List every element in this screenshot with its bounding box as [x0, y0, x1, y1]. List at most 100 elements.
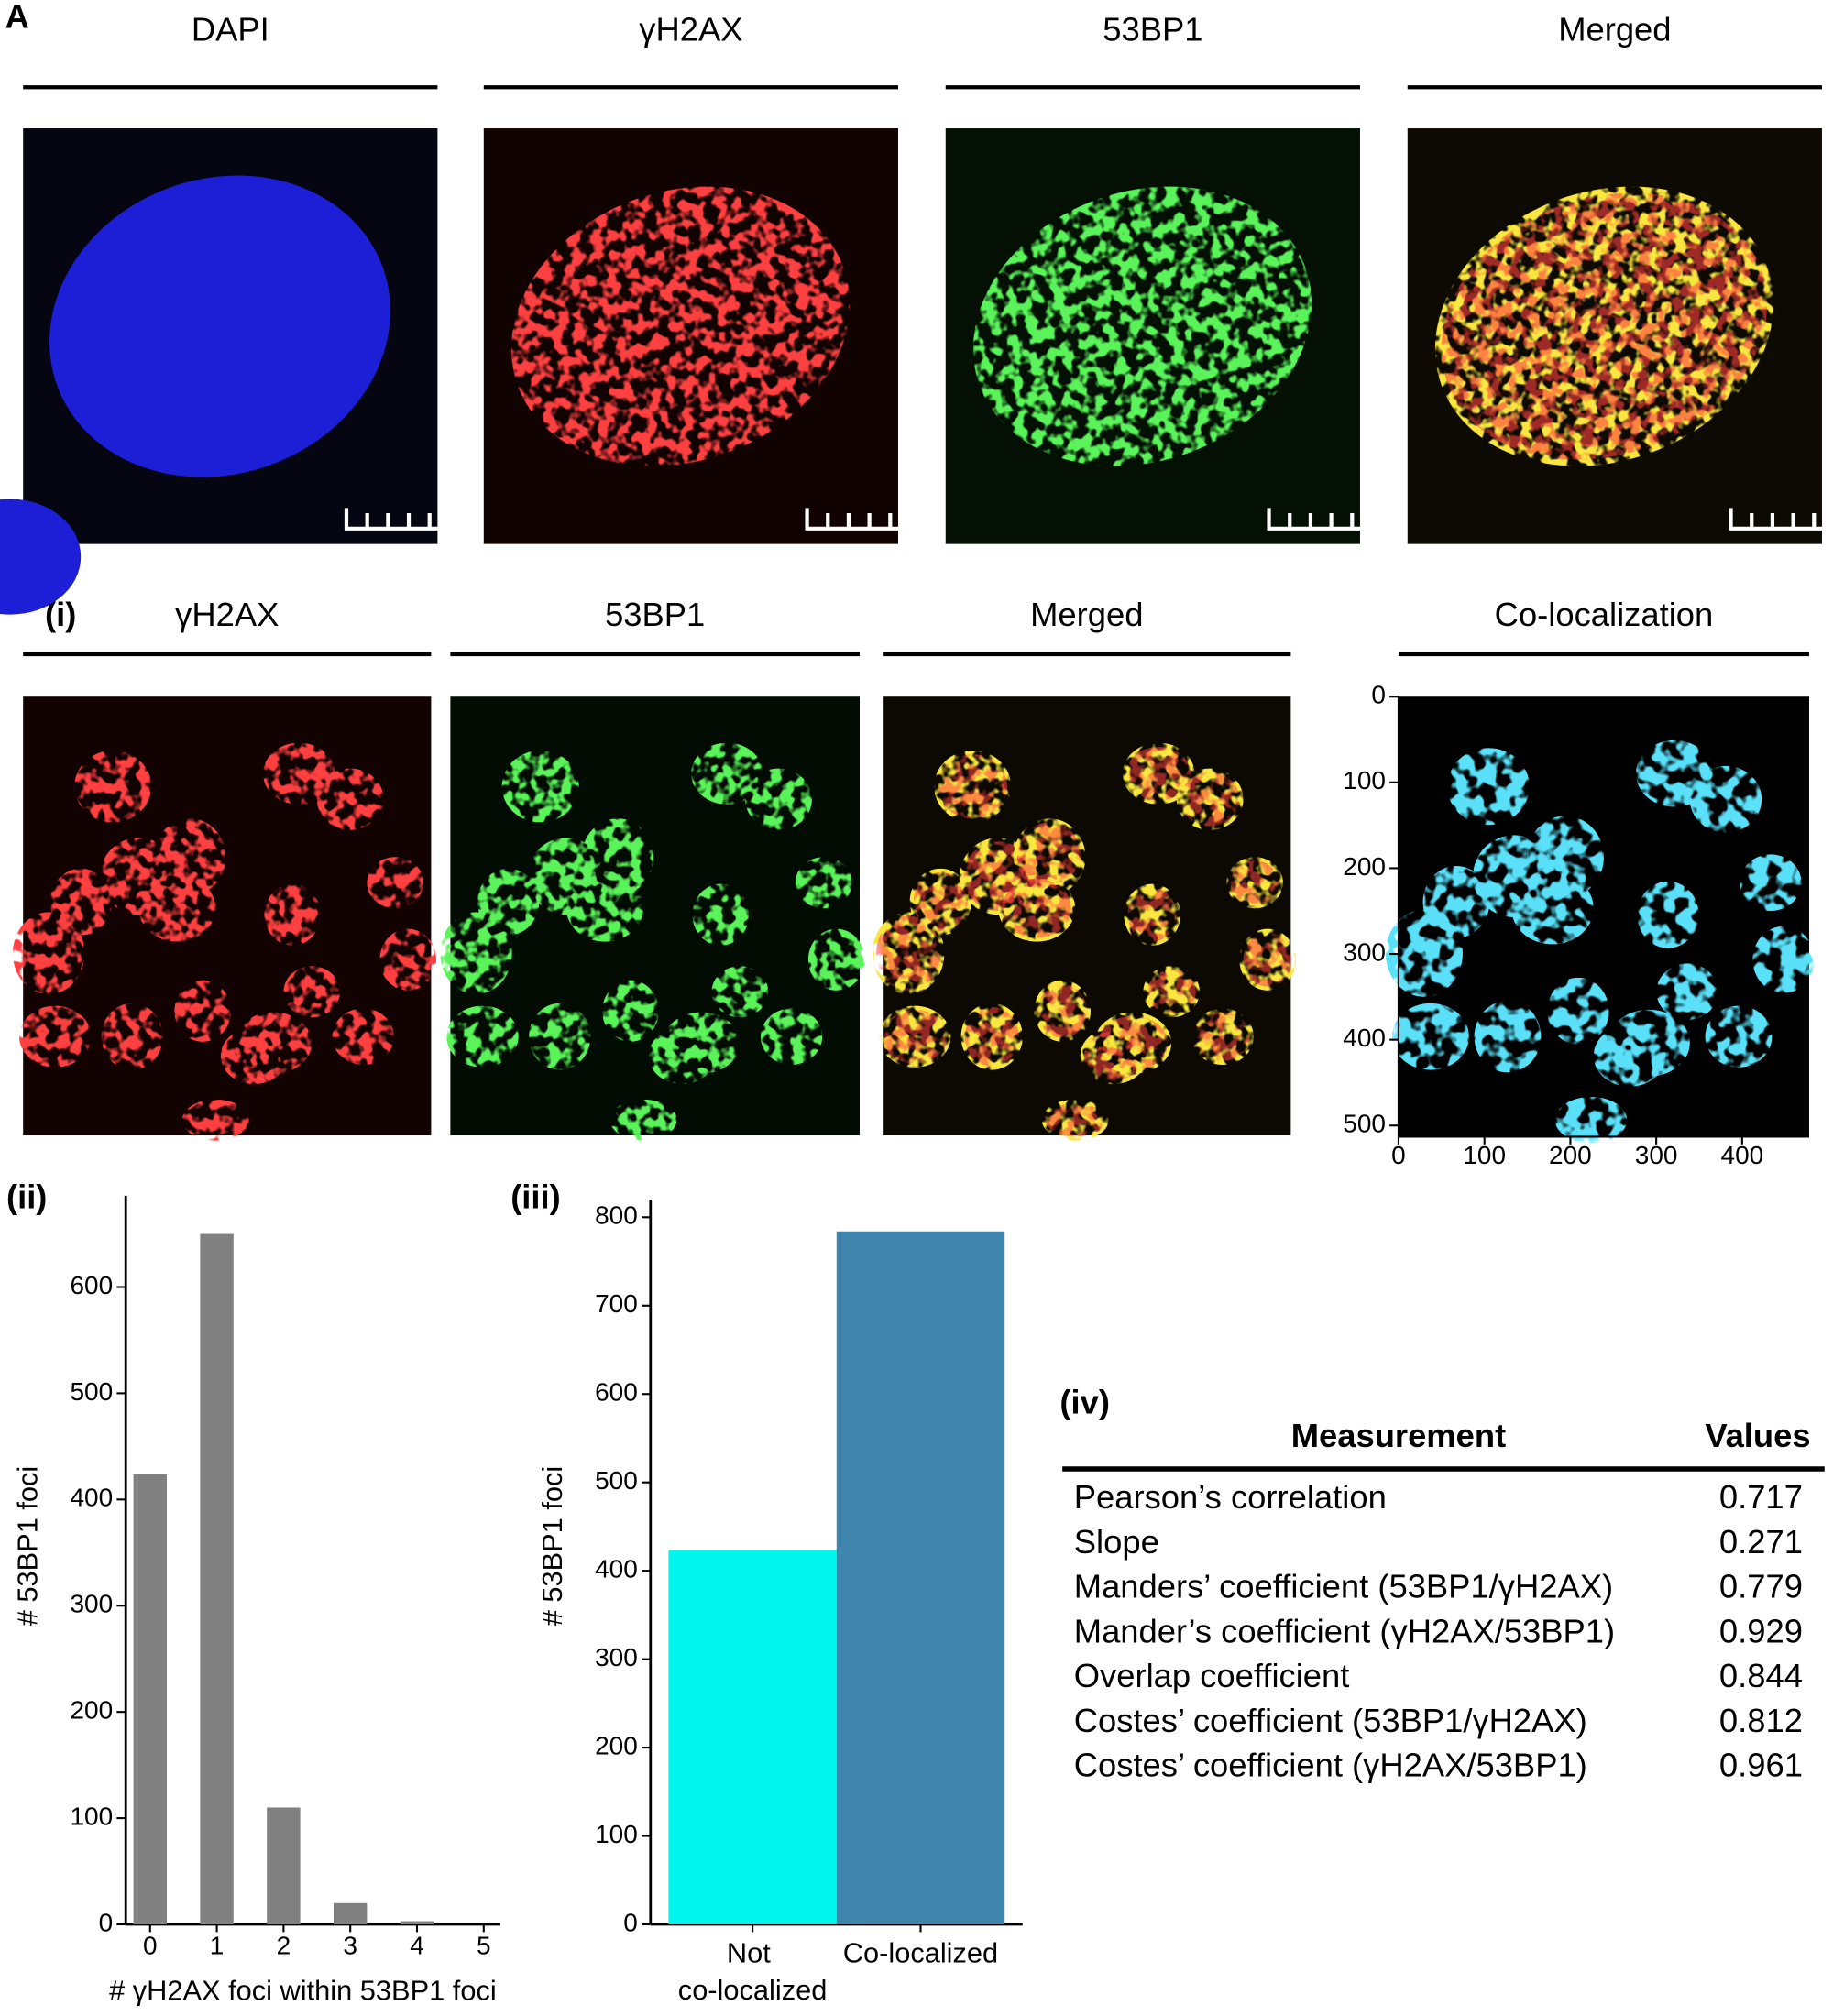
- panel-label: A: [5, 0, 29, 36]
- x-tick-label: 300: [1635, 1141, 1678, 1169]
- column-header: γH2AX: [175, 596, 279, 633]
- nucleus-foci: [1127, 887, 1177, 942]
- micrograph: [872, 696, 1296, 1141]
- y-tick-label: 0: [623, 1908, 638, 1936]
- nucleus-foci: [565, 874, 643, 942]
- nucleus-foci: [609, 1099, 677, 1141]
- nucleus-foci: [440, 912, 512, 995]
- colocalized-foci: [1554, 1097, 1628, 1144]
- nucleus-foci: [691, 742, 763, 805]
- y-tick-label: 100: [70, 1802, 113, 1830]
- bar: [400, 1921, 434, 1924]
- colocalized-foci: [1385, 909, 1463, 997]
- colocalized-foci: [1447, 748, 1530, 826]
- x-tick-label: 3: [343, 1932, 357, 1960]
- colocalized-foci: [1752, 926, 1815, 993]
- nucleus-foci: [1441, 192, 1768, 460]
- y-tick-label: 0: [99, 1908, 114, 1936]
- y-tick-label: 100: [595, 1820, 638, 1848]
- table-cell: 0.779: [1719, 1568, 1803, 1605]
- nucleus-foci: [1195, 1012, 1250, 1061]
- table-cell: Costes’ coefficient (53BP1/γH2AX): [1074, 1702, 1587, 1739]
- nucleus-foci: [711, 966, 769, 1018]
- nucleus-foci: [1037, 983, 1087, 1038]
- table-cell: Costes’ coefficient (γH2AX/53BP1): [1074, 1747, 1587, 1784]
- colocalized-foci: [1689, 765, 1762, 833]
- table-cell: 0.929: [1719, 1612, 1803, 1649]
- x-tick-label: 2: [277, 1932, 291, 1960]
- x-tick-label: 100: [1463, 1141, 1506, 1169]
- table-header: Values: [1705, 1417, 1810, 1454]
- y-tick-label: 200: [1343, 852, 1386, 881]
- y-tick-label: 500: [595, 1466, 638, 1495]
- nucleus-foci: [972, 186, 1312, 466]
- colocalized-foci: [1474, 1001, 1542, 1073]
- nucleus-edge: [0, 499, 82, 615]
- x-tick-label: 4: [410, 1932, 424, 1960]
- table-cell: 0.844: [1719, 1657, 1803, 1694]
- bar: [267, 1807, 301, 1924]
- nucleus-foci: [74, 751, 152, 823]
- nucleus-foci: [501, 751, 579, 823]
- nucleus-foci: [745, 768, 812, 830]
- bar: [133, 1474, 167, 1924]
- y-tick-label: 600: [595, 1378, 638, 1407]
- colocalized-foci: [1511, 872, 1594, 945]
- column-header: 53BP1: [1103, 11, 1202, 49]
- nucleus-foci: [1098, 1015, 1168, 1070]
- y-axis-label: # 53BP1 foci: [536, 1466, 568, 1627]
- micrograph: [440, 696, 865, 1141]
- colocalized-foci: [1547, 977, 1609, 1045]
- table-cell: Pearson’s correlation: [1074, 1478, 1387, 1516]
- scale-bar: [1729, 508, 1833, 531]
- table-header: Measurement: [1291, 1417, 1507, 1454]
- bar: [333, 1902, 368, 1924]
- nucleus-foci: [181, 1099, 249, 1141]
- column-header: 53BP1: [605, 596, 705, 633]
- column-header: Merged: [1558, 11, 1671, 49]
- x-tick-label: 1: [210, 1932, 225, 1960]
- nucleus-foci: [1017, 822, 1082, 893]
- nucleus-foci: [235, 1012, 313, 1074]
- y-tick-label: 300: [70, 1590, 113, 1618]
- x-tick-label: 0: [143, 1932, 158, 1960]
- nucleus-foci: [876, 915, 941, 991]
- nucleus-foci: [529, 1003, 591, 1070]
- nucleus-foci: [174, 980, 231, 1042]
- nucleus-foci: [283, 966, 340, 1018]
- nucleus-foci: [1002, 879, 1071, 938]
- table-cell: 0.271: [1719, 1523, 1803, 1561]
- column-header: γH2AX: [639, 11, 742, 49]
- nucleus-foci: [1126, 746, 1191, 801]
- nucleus-foci: [101, 1003, 163, 1070]
- nucleus-foci: [1180, 772, 1240, 827]
- panel-label: (iv): [1059, 1384, 1110, 1421]
- bar: [668, 1550, 837, 1924]
- micrograph: [1407, 128, 1833, 544]
- colocalized-foci: [1705, 1005, 1773, 1068]
- x-tick-label: Not co-localized: [678, 1937, 828, 2007]
- y-tick-label: 300: [595, 1643, 638, 1671]
- y-tick-label: 400: [1343, 1024, 1386, 1052]
- nucleus-foci: [883, 1009, 948, 1064]
- x-tick-label: 200: [1549, 1141, 1592, 1169]
- column-header: Merged: [1030, 596, 1143, 633]
- table-cell: Mander’s coefficient (γH2AX/53BP1): [1074, 1612, 1615, 1649]
- y-tick-label: 600: [70, 1271, 113, 1299]
- y-tick-label: 500: [1343, 1110, 1386, 1138]
- nucleus-foci: [264, 883, 321, 946]
- nucleus-foci: [332, 1008, 394, 1066]
- panel-label: (iii): [510, 1178, 561, 1216]
- x-tick-label: 400: [1721, 1141, 1764, 1169]
- nucleus-foci: [913, 872, 968, 932]
- colocalized-foci: [1656, 963, 1718, 1021]
- nucleus-foci: [316, 768, 384, 830]
- nucleus-foci: [1243, 932, 1292, 987]
- nucleus-foci: [1147, 970, 1196, 1014]
- nucleus-foci: [18, 1005, 92, 1068]
- y-tick-label: 700: [595, 1289, 638, 1318]
- table-cell: Slope: [1074, 1523, 1159, 1561]
- colocalized-foci: [1391, 1003, 1469, 1070]
- nucleus-foci: [663, 1012, 741, 1074]
